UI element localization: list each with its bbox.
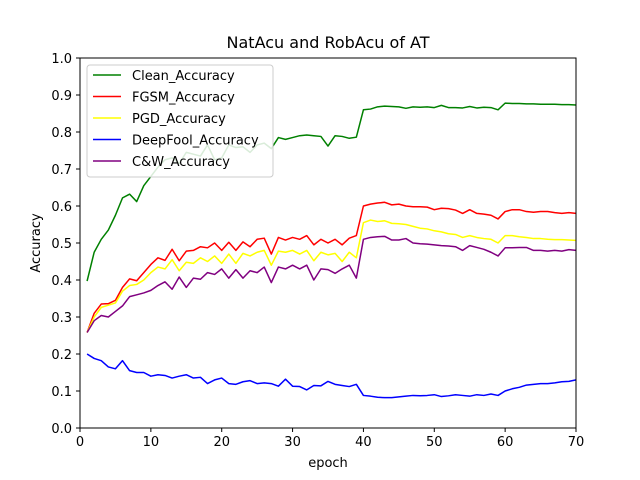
y-tick-label: 0.4 <box>51 274 72 289</box>
y-tick-label: 0.6 <box>51 200 72 215</box>
y-tick-label: 0.3 <box>51 311 72 326</box>
x-tick-label: 70 <box>568 435 585 450</box>
y-axis: 0.0 0.1 0.2 0.3 0.4 0.5 0.6 0.7 0.8 0.9 1.0 <box>51 52 80 437</box>
y-tick-label: 0.8 <box>51 126 72 141</box>
y-tick-label: 0.1 <box>51 385 72 400</box>
x-axis-title: epoch <box>308 456 348 471</box>
legend-label: DeepFool_Accuracy <box>132 134 259 149</box>
legend-label: C&W_Accuracy <box>132 155 230 170</box>
legend-label: FGSM_Accuracy <box>132 91 235 106</box>
series-line-pgd-accuracy <box>86 219 577 333</box>
x-tick-label: 0 <box>76 435 84 450</box>
y-tick-label: 0.2 <box>51 348 72 363</box>
y-axis-title: Accuracy <box>29 213 44 273</box>
chart-title: NatAcu and RobAcu of AT <box>227 33 430 52</box>
x-tick-label: 10 <box>143 435 160 450</box>
legend-label: Clean_Accuracy <box>132 69 235 84</box>
x-tick-label: 60 <box>497 435 514 450</box>
series-line-c-w-accuracy <box>86 235 577 333</box>
legend: Clean_Accuracy FGSM_Accuracy PGD_Accuracy D… <box>86 64 274 178</box>
y-tick-label: 1.0 <box>51 52 72 67</box>
x-tick-label: 20 <box>213 435 230 450</box>
y-tick-label: 0.5 <box>51 237 72 252</box>
legend-label: PGD_Accuracy <box>132 112 226 127</box>
series-line-fgsm-accuracy <box>86 201 577 333</box>
y-tick-label: 0.9 <box>51 89 72 104</box>
series-line-deepfool-accuracy <box>86 353 577 399</box>
y-tick-label: 0.0 <box>51 422 72 437</box>
x-tick-label: 30 <box>284 435 301 450</box>
x-tick-label: 40 <box>355 435 372 450</box>
legend-box <box>86 64 274 178</box>
y-tick-label: 0.7 <box>51 163 72 178</box>
x-tick-label: 50 <box>426 435 443 450</box>
x-axis: 0 10 20 30 40 50 60 70 <box>76 428 584 450</box>
